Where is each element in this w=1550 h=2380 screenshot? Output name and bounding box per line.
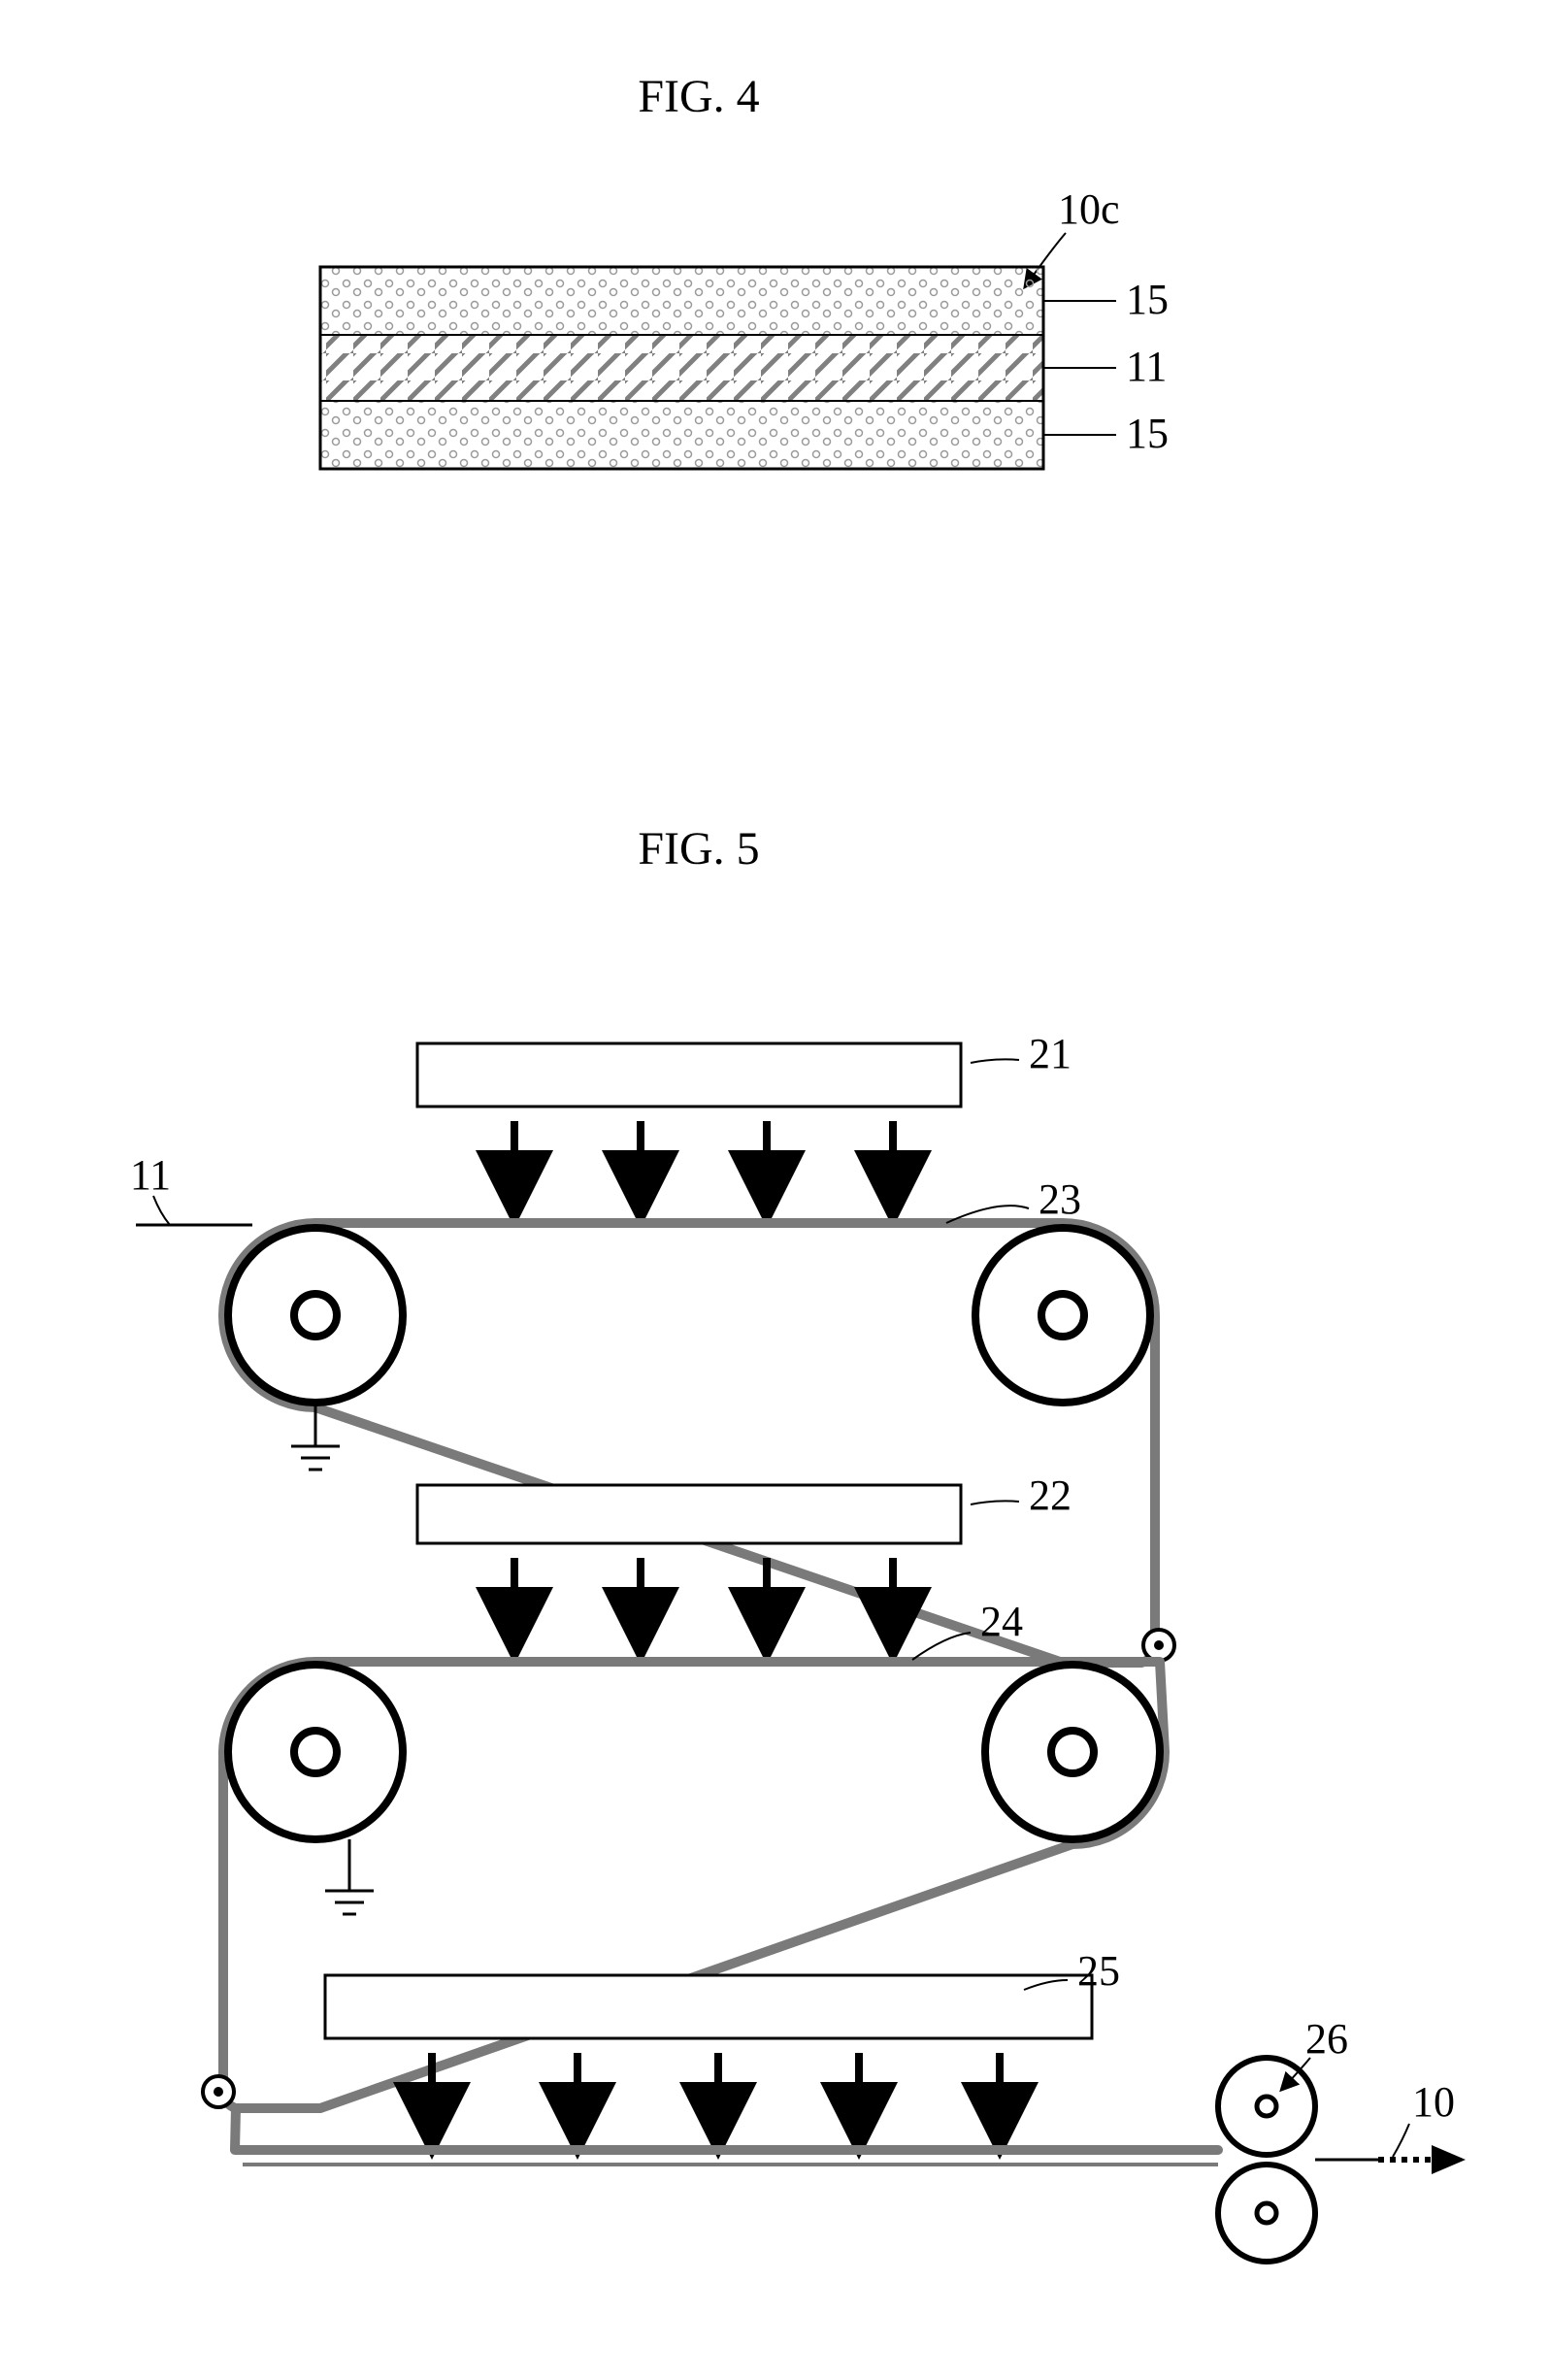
fig5-label-26: 26 — [1305, 2015, 1348, 2063]
fig5-arrows-bottom — [432, 2053, 1000, 2121]
fig5-box-21 — [417, 1043, 961, 1107]
fig5-idler-24 — [203, 2076, 234, 2107]
fig5-label-25: 25 — [1077, 1947, 1120, 1995]
fig4-label-bottom: 15 — [1126, 410, 1169, 457]
fig5-roller-top-left — [228, 1228, 403, 1403]
fig5-arrows-top — [514, 1121, 893, 1189]
fig5-arrows-middle — [514, 1558, 893, 1626]
fig5-roller-top-right — [975, 1228, 1150, 1403]
fig5-ground-mid — [325, 1839, 374, 1914]
figure-5: FIG. 5 11 21 — [130, 823, 1466, 2262]
figure-4: FIG. 4 10c 15 11 15 — [320, 71, 1169, 469]
fig5-label-11: 11 — [130, 1151, 171, 1199]
fig4-title: FIG. 4 — [638, 71, 759, 122]
fig4-layer-top — [320, 267, 1043, 335]
fig5-leader-24 — [912, 1633, 971, 1660]
fig5-label-23: 23 — [1039, 1175, 1081, 1223]
fig5-leader-21 — [971, 1059, 1019, 1063]
fig5-calender-bottom — [1218, 2165, 1315, 2262]
fig4-layer-bottom — [320, 401, 1043, 469]
fig5-idler-23 — [1143, 1630, 1174, 1661]
fig5-box-25 — [325, 1975, 1092, 2038]
fig4-leaders: 15 11 15 — [1043, 276, 1169, 457]
fig5-label-10: 10 — [1412, 2078, 1455, 2126]
fig5-roller-mid-right — [985, 1665, 1160, 1839]
fig5-label-21: 21 — [1029, 1030, 1072, 1077]
fig5-bottom-web — [235, 2108, 1218, 2150]
fig4-label-middle: 11 — [1126, 343, 1167, 390]
fig4-label-10c: 10c — [1058, 185, 1120, 233]
fig4-layer-stack — [320, 267, 1043, 469]
fig5-box-22 — [417, 1485, 961, 1543]
fig4-layer-middle — [320, 335, 1043, 401]
fig5-leader-22 — [971, 1501, 1019, 1504]
fig5-exit-arrowhead — [1432, 2145, 1466, 2174]
fig5-title: FIG. 5 — [638, 823, 759, 875]
fig5-label-22: 22 — [1029, 1471, 1072, 1519]
fig5-leader-10 — [1393, 2124, 1409, 2157]
fig5-calender-top — [1218, 2058, 1315, 2155]
fig4-label-top: 15 — [1126, 276, 1169, 323]
fig5-roller-mid-left — [228, 1665, 403, 1839]
fig5-label-24: 24 — [980, 1598, 1023, 1645]
fig5-leader-11 — [153, 1196, 170, 1225]
